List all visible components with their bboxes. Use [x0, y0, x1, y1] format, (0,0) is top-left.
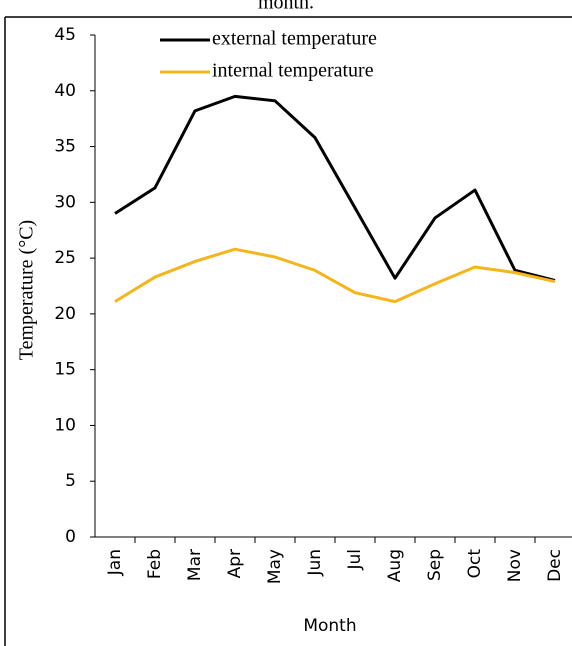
x-tick-label: Mar — [185, 549, 205, 581]
series-line — [114, 94, 556, 282]
legend-label: internal temperature — [212, 60, 374, 82]
x-tick-label: Jan — [105, 549, 125, 576]
y-tick-label: 30 — [54, 192, 76, 212]
y-tick-label: 10 — [54, 415, 76, 435]
x-tick-label: May — [265, 549, 285, 584]
x-tick-label: Sep — [425, 549, 445, 581]
y-tick-label: 40 — [54, 81, 76, 101]
x-tick-label: Dec — [545, 549, 565, 582]
x-tick-label: Oct — [465, 549, 485, 579]
y-tick-label: 25 — [54, 248, 76, 268]
x-tick-label: Nov — [505, 549, 525, 582]
y-tick-label: 45 — [54, 25, 76, 45]
x-tick-label: Jun — [305, 549, 325, 577]
x-tick-label: Jul — [345, 549, 365, 571]
x-tick-label: Aug — [385, 549, 405, 582]
y-tick-label: 0 — [65, 527, 76, 547]
legend-label: external temperature — [212, 28, 377, 50]
y-tick-label: 20 — [54, 304, 76, 324]
x-tick-label: Feb — [145, 549, 165, 579]
x-tick-label: Apr — [225, 549, 245, 578]
x-axis-label: Month — [303, 616, 356, 636]
y-tick-label: 35 — [54, 137, 76, 157]
series-line — [114, 247, 556, 304]
y-tick-label: 5 — [65, 471, 76, 491]
y-axis-label: Temperature (°C) — [16, 220, 38, 360]
y-tick-label: 15 — [54, 360, 76, 380]
caption: month. — [258, 0, 314, 14]
